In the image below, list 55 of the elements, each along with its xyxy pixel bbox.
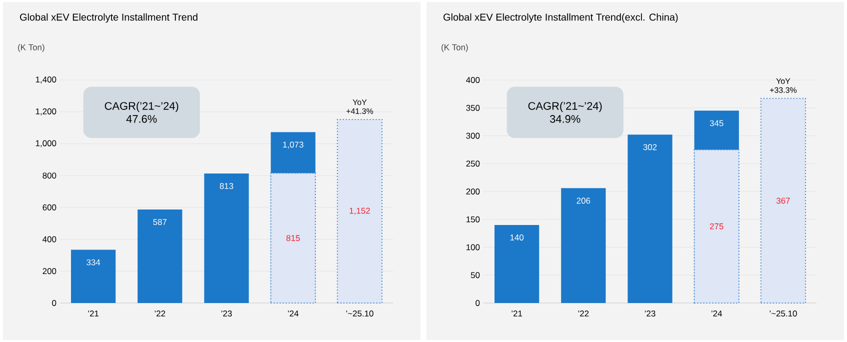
y-tick-label: 300 xyxy=(466,132,480,139)
chart-title: Global xEV Electrolyte Installment Trend xyxy=(20,13,198,23)
data-label: 275 xyxy=(710,223,724,230)
x-tick-label: ’23 xyxy=(644,310,656,317)
data-label: 587 xyxy=(153,219,167,226)
bar xyxy=(70,250,116,303)
x-tick-label: ’24 xyxy=(711,310,722,316)
y-tick-label: 200 xyxy=(466,188,480,194)
data-label: 140 xyxy=(510,234,524,240)
y-tick-label: 1,400 xyxy=(36,76,56,84)
chart-title: Global xEV Electrolyte Installment Trend(excl. China) xyxy=(444,13,678,23)
y-tick-label: 50 xyxy=(470,272,480,278)
bar xyxy=(336,119,383,304)
y-tick-label: 100 xyxy=(466,244,480,250)
bar xyxy=(628,134,672,303)
data-label: 302 xyxy=(643,144,657,150)
data-label: 815 xyxy=(286,235,300,242)
x-tick-label: ’22 xyxy=(154,310,166,316)
y-tick-label: 250 xyxy=(466,160,480,167)
x-tick-label: ’22 xyxy=(578,310,589,316)
data-label: 367 xyxy=(776,198,790,204)
annotation: CAGR(’21~’24) 47.6% xyxy=(104,102,178,123)
y-tick-label: 600 xyxy=(42,204,56,210)
data-label: 345 xyxy=(710,120,724,126)
data-label: 1,152 xyxy=(350,208,370,215)
y-tick-label: 350 xyxy=(466,104,480,111)
bar xyxy=(694,149,740,304)
y-axis-title: (K Ton) xyxy=(18,44,44,52)
bar xyxy=(494,224,540,303)
bar xyxy=(204,174,249,303)
bar xyxy=(760,98,806,304)
y-tick-label: 400 xyxy=(42,236,56,242)
data-label: 334 xyxy=(86,259,100,266)
bar xyxy=(270,172,316,304)
y-tick-label: 0 xyxy=(476,300,480,306)
y-tick-label: 1,200 xyxy=(36,108,56,116)
y-tick-label: 200 xyxy=(42,268,56,274)
y-tick-label: 400 xyxy=(466,77,480,83)
x-tick-label: ’21 xyxy=(512,310,522,316)
data-label: 206 xyxy=(576,198,590,204)
x-tick-label: ’~25.10 xyxy=(346,310,374,317)
y-tick-label: 0 xyxy=(52,300,56,306)
data-label: 813 xyxy=(220,183,234,190)
annotation: CAGR(’21~’24) 34.9% xyxy=(528,102,602,123)
bar xyxy=(561,188,606,303)
x-tick-label: ’21 xyxy=(88,310,99,316)
x-tick-label: ’~25.10 xyxy=(770,310,797,317)
y-tick-label: 150 xyxy=(466,216,480,222)
x-tick-label: ’24 xyxy=(288,310,299,316)
data-label: 1,073 xyxy=(283,142,304,149)
y-tick-label: 800 xyxy=(42,172,56,179)
x-tick-label: ’23 xyxy=(221,310,232,317)
y-tick-label: 1,000 xyxy=(36,140,56,148)
y-axis-title: (K Ton) xyxy=(442,44,468,52)
bar xyxy=(138,210,182,303)
